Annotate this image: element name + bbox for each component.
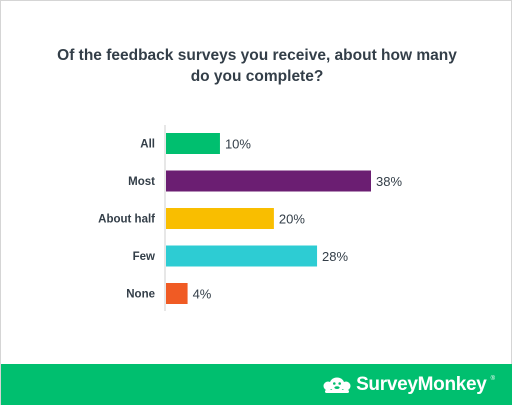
brand-name: SurveyMonkey (356, 374, 487, 395)
category-label: All (140, 139, 155, 151)
brand-logo[interactable]: SurveyMonkey ® (322, 373, 495, 397)
category-label: None (126, 289, 155, 301)
value-label: 10% (225, 137, 251, 152)
category-label: Few (133, 251, 155, 263)
value-label: 4% (193, 287, 212, 302)
value-label: 28% (322, 249, 348, 264)
bar (166, 283, 188, 304)
category-label: Most (128, 176, 155, 188)
bar (166, 245, 318, 267)
surveymonkey-logo-icon (323, 377, 351, 393)
value-label: 38% (376, 174, 402, 189)
bar-chart: All 10% Most 38% About half 20% Few 28% None 4% (98, 125, 402, 311)
value-label: 20% (279, 212, 305, 227)
registered-mark: ® (490, 376, 495, 382)
bar (166, 208, 274, 229)
chart-title-line-2: do you complete? (190, 68, 324, 85)
chart-title-line-1: Of the feedback surveys you receive, abo… (57, 47, 457, 64)
footer-bar: SurveyMonkey ® (1, 364, 512, 405)
bar (166, 170, 371, 192)
bar (166, 133, 220, 154)
chart-title: Of the feedback surveys you receive, abo… (1, 45, 512, 87)
category-label: About half (98, 214, 155, 226)
